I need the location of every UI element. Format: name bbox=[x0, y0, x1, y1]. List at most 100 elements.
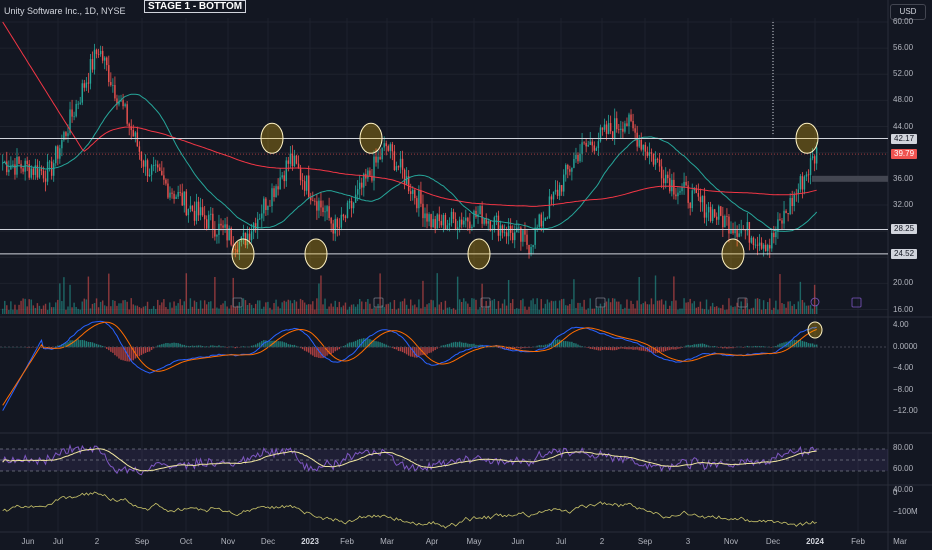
dividend-marker bbox=[810, 297, 820, 307]
macd-histogram-bar bbox=[544, 344, 547, 348]
macd-histogram-bar bbox=[428, 347, 430, 354]
volume-bar bbox=[540, 299, 542, 314]
candle-body bbox=[326, 206, 328, 212]
macd-histogram-bar bbox=[393, 347, 396, 350]
candle-body bbox=[762, 244, 765, 249]
volume-bar bbox=[746, 303, 749, 314]
candle-body bbox=[732, 229, 734, 234]
macd-histogram-bar bbox=[505, 347, 508, 350]
volume-bar bbox=[679, 308, 681, 314]
volume-bar bbox=[254, 303, 257, 314]
macd-histogram-bar bbox=[352, 341, 355, 348]
price-tag-line: 42.17 bbox=[891, 133, 918, 144]
candle-body bbox=[130, 126, 132, 131]
macd-histogram-bar bbox=[369, 339, 371, 348]
candle-body bbox=[558, 185, 561, 196]
macd-histogram-bar bbox=[348, 342, 351, 348]
macd-histogram-bar bbox=[436, 347, 438, 349]
candle-body bbox=[538, 214, 540, 227]
macd-histogram-bar bbox=[469, 343, 471, 348]
candle-body bbox=[104, 57, 106, 61]
candle-body bbox=[632, 120, 634, 129]
macd-histogram-bar bbox=[97, 344, 100, 348]
volume-bar bbox=[193, 300, 196, 314]
volume-bar bbox=[136, 305, 139, 314]
candle-body bbox=[140, 151, 143, 161]
candle-body bbox=[146, 160, 149, 177]
volume-bar bbox=[720, 308, 722, 314]
macd-histogram-bar bbox=[722, 347, 724, 349]
candle-body bbox=[626, 123, 628, 127]
candle-body bbox=[361, 182, 363, 188]
candle-body bbox=[512, 232, 514, 241]
macd-histogram-bar bbox=[607, 347, 610, 350]
volume-bar bbox=[128, 309, 130, 314]
candle-body bbox=[397, 166, 400, 168]
macd-histogram-bar bbox=[671, 347, 673, 350]
macd-histogram-bar bbox=[138, 347, 141, 357]
volume-bar bbox=[642, 303, 644, 314]
macd-histogram-bar bbox=[336, 347, 338, 351]
macd-histogram-bar bbox=[609, 347, 612, 351]
candle-body bbox=[634, 128, 636, 133]
macd-histogram-bar bbox=[593, 347, 596, 350]
volume-bar bbox=[183, 301, 185, 314]
macd-histogram-bar bbox=[67, 342, 69, 348]
macd-histogram-bar bbox=[318, 347, 320, 358]
volume-bar bbox=[244, 300, 247, 314]
macd-histogram-bar bbox=[465, 342, 467, 348]
candle-body bbox=[414, 189, 416, 199]
volume-bar bbox=[138, 307, 141, 314]
candle-body bbox=[336, 218, 338, 228]
volume-bar bbox=[648, 304, 651, 314]
candle-body bbox=[377, 156, 379, 163]
candle-body bbox=[42, 170, 45, 179]
candle-body bbox=[2, 162, 4, 164]
candle-body bbox=[469, 221, 471, 229]
macd-histogram-bar bbox=[407, 347, 410, 356]
macd-histogram-bar bbox=[642, 347, 644, 351]
candle-body bbox=[771, 232, 773, 249]
volume-bar bbox=[216, 307, 218, 314]
volume-bar bbox=[785, 307, 787, 314]
volume-bar bbox=[283, 300, 285, 314]
earnings-marker bbox=[373, 297, 384, 308]
candle-body bbox=[267, 205, 269, 210]
volume-bar bbox=[273, 303, 275, 314]
macd-histogram-bar bbox=[165, 343, 167, 348]
volume-bar bbox=[483, 307, 485, 314]
candle-body bbox=[532, 244, 534, 247]
candle-body bbox=[252, 223, 255, 232]
candle-body bbox=[738, 233, 740, 237]
macd-histogram-bar bbox=[577, 344, 579, 348]
macd-histogram-bar bbox=[516, 347, 518, 349]
volume-bar bbox=[42, 305, 45, 314]
macd-histogram-bar bbox=[144, 347, 147, 353]
volume-bar bbox=[748, 309, 751, 314]
macd-histogram-bar bbox=[563, 340, 565, 348]
candle-body bbox=[299, 168, 302, 181]
macd-histogram-bar bbox=[458, 341, 461, 348]
time-axis-tick: May bbox=[466, 537, 482, 546]
volume-bar bbox=[246, 304, 249, 314]
volume-bar bbox=[32, 305, 35, 314]
volume-bar bbox=[638, 277, 640, 314]
currency-button[interactable]: USD bbox=[890, 4, 926, 20]
volume-bar bbox=[567, 305, 569, 314]
candle-body bbox=[175, 196, 177, 199]
candle-body bbox=[189, 205, 192, 209]
volume-bar bbox=[414, 304, 416, 314]
candle-body bbox=[467, 217, 469, 222]
macd-histogram-bar bbox=[732, 347, 734, 349]
volume-bar bbox=[316, 298, 318, 314]
volume-bar bbox=[546, 299, 549, 314]
macd-histogram-bar bbox=[395, 347, 398, 350]
candle-body bbox=[403, 169, 406, 185]
candle-body bbox=[297, 163, 300, 169]
volume-bar bbox=[428, 303, 430, 314]
volume-bar bbox=[667, 308, 669, 314]
candle-body bbox=[157, 164, 159, 168]
macd-histogram-bar bbox=[150, 347, 153, 350]
macd-histogram-bar bbox=[728, 347, 730, 349]
